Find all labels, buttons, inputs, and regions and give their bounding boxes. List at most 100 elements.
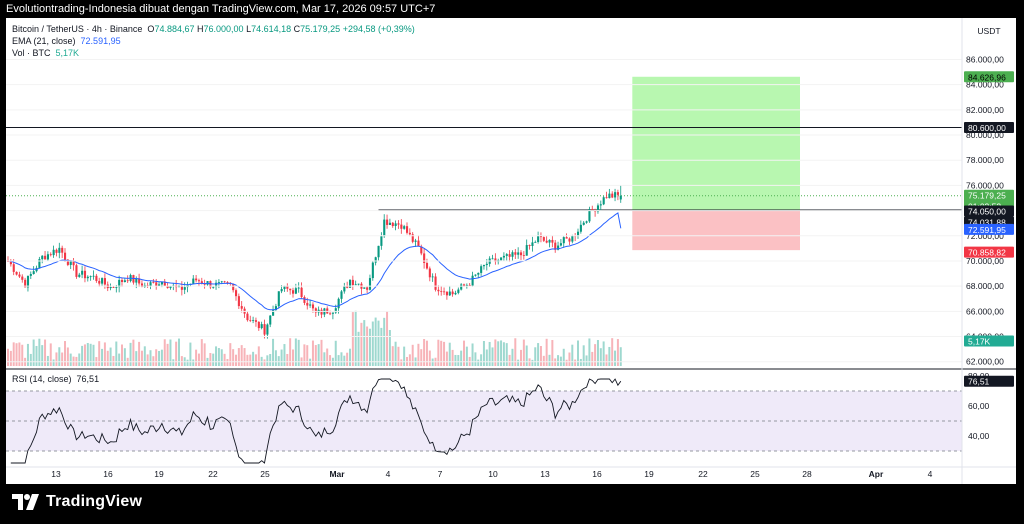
volume-bar bbox=[537, 343, 540, 366]
candle-body bbox=[83, 270, 87, 279]
volume-bar bbox=[411, 344, 414, 366]
volume-bar bbox=[374, 317, 377, 366]
candle-body bbox=[602, 197, 605, 205]
volume-bar bbox=[309, 358, 312, 366]
chart-frame[interactable]: USDT 86.000,00 84.000,00 82.000,00 80.000,00… bbox=[6, 18, 1016, 484]
volume-bar bbox=[437, 339, 440, 366]
candle-body bbox=[471, 275, 474, 286]
volume-bar bbox=[195, 349, 198, 366]
candle-body bbox=[337, 298, 340, 309]
stop-price-label-text: 70.858,82 bbox=[968, 248, 1006, 258]
candle-body bbox=[374, 257, 377, 263]
price-tick-label: 80.000,00 bbox=[966, 130, 1004, 140]
candle-body bbox=[517, 252, 520, 255]
chart-canvas[interactable]: USDT 86.000,00 84.000,00 82.000,00 80.000,00… bbox=[6, 18, 1016, 484]
candle-body bbox=[408, 232, 411, 235]
candle-body bbox=[135, 278, 138, 283]
volume-bar bbox=[608, 346, 611, 366]
candle-body bbox=[49, 254, 52, 256]
candle-body bbox=[235, 290, 238, 297]
volume-bar bbox=[371, 321, 374, 366]
volume-bar bbox=[83, 344, 86, 366]
time-tick-label: 19 bbox=[154, 469, 164, 479]
candle-body bbox=[591, 209, 594, 211]
candle-body bbox=[115, 287, 118, 288]
candle-body bbox=[619, 195, 622, 200]
candle-body bbox=[557, 245, 560, 250]
candle-body bbox=[605, 197, 608, 199]
volume-bar bbox=[220, 349, 223, 366]
candle-body bbox=[451, 291, 454, 295]
candle-body bbox=[616, 192, 619, 195]
volume-bar bbox=[26, 343, 29, 366]
candle-body bbox=[152, 282, 155, 283]
candle-body bbox=[81, 270, 84, 275]
candle-body bbox=[511, 252, 514, 257]
volume-bar bbox=[289, 338, 292, 366]
volume-bar bbox=[354, 310, 357, 366]
volume-bar bbox=[269, 354, 272, 366]
candle-body bbox=[75, 265, 78, 277]
volume-bar bbox=[257, 346, 260, 366]
time-tick-label: Mar bbox=[329, 469, 345, 479]
volume-bar bbox=[326, 348, 329, 366]
volume-bar bbox=[49, 343, 52, 366]
candle-body bbox=[614, 192, 617, 198]
time-tick-label: 22 bbox=[208, 469, 218, 479]
rsi-tick-label: 40,00 bbox=[968, 431, 990, 441]
volume-bar bbox=[491, 347, 494, 366]
stop-price-label: 70.858,82 bbox=[964, 246, 1014, 258]
candle-body bbox=[551, 239, 554, 243]
candle-body bbox=[334, 308, 337, 313]
volume-bar bbox=[366, 326, 369, 366]
candle-body bbox=[477, 272, 480, 275]
volume-bar bbox=[380, 327, 383, 366]
candle-body bbox=[232, 283, 235, 291]
candle-body bbox=[349, 279, 352, 288]
ema-price-label: 72.591,95 bbox=[964, 223, 1014, 235]
legend-ema-row[interactable]: EMA (21, close) 72.591,95 bbox=[12, 36, 121, 46]
volume-bar bbox=[277, 356, 280, 366]
candle-body bbox=[72, 261, 75, 266]
volume-bar bbox=[320, 339, 323, 366]
legend-symbol-row: Bitcoin / TetherUS · 4h · Binance O74.88… bbox=[12, 24, 415, 34]
resistance-price-label-text: 80.600,00 bbox=[968, 123, 1006, 133]
volume-bar bbox=[400, 359, 403, 366]
volume-bar bbox=[431, 358, 434, 366]
volume-bar bbox=[457, 355, 460, 366]
legend-high: 76.000,00 bbox=[203, 24, 244, 34]
candle-body bbox=[263, 324, 266, 335]
candle-body bbox=[582, 222, 585, 225]
volume-bar bbox=[294, 338, 297, 366]
volume-bar bbox=[522, 339, 525, 366]
volume-bar bbox=[254, 354, 257, 366]
candle-body bbox=[366, 287, 369, 290]
volume-bar bbox=[223, 353, 226, 366]
rsi-price-label: 76,51 bbox=[964, 375, 1014, 387]
candle-body bbox=[420, 246, 423, 254]
candle-body bbox=[306, 302, 309, 306]
tradingview-logo[interactable]: TradingView bbox=[12, 493, 142, 511]
volume-bar bbox=[203, 343, 206, 366]
legend-rsi-row[interactable]: RSI (14, close) 76,51 bbox=[12, 374, 99, 384]
volume-bar bbox=[497, 341, 500, 366]
volume-bar bbox=[323, 352, 326, 366]
long-position-tool[interactable] bbox=[632, 76, 800, 251]
volume-bar bbox=[363, 320, 366, 366]
volume-bar bbox=[383, 317, 386, 366]
candle-body bbox=[257, 321, 260, 329]
candle-body bbox=[109, 286, 112, 289]
volume-bar bbox=[155, 349, 158, 366]
candle-body bbox=[149, 282, 152, 287]
legend-vol-row[interactable]: Vol · BTC 5,17K bbox=[12, 48, 79, 58]
candle-body bbox=[61, 247, 64, 253]
volume-bar bbox=[101, 348, 104, 366]
candle-body bbox=[289, 288, 292, 291]
candle-body bbox=[542, 237, 545, 241]
horizontal-lines[interactable] bbox=[6, 126, 962, 211]
volume-bar bbox=[283, 344, 286, 366]
volume-bar bbox=[614, 350, 617, 366]
candle-body bbox=[394, 223, 397, 227]
volume-bar bbox=[92, 344, 95, 366]
candle-body bbox=[482, 265, 486, 267]
